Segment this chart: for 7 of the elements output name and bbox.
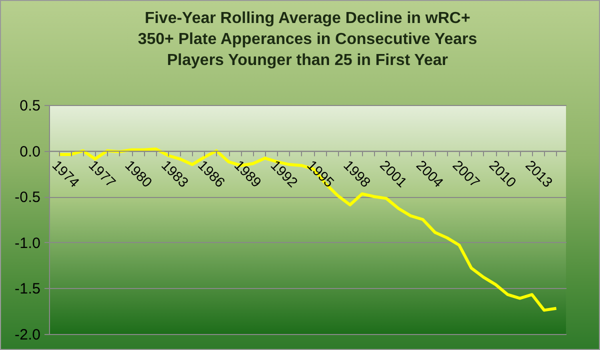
y-tick-label: -0.5 [14, 189, 40, 206]
chart-title: Five-Year Rolling Average Decline in wRC+ 350+ Plate Apperances in Consecutive Years Players Younger than 25 in First Year [138, 10, 478, 69]
y-tick-label: -2.0 [14, 326, 40, 344]
y-tick-label: 0.5 [20, 98, 40, 114]
y-tick-label: -1.5 [14, 280, 40, 298]
y-tick-label: 0.0 [20, 143, 40, 160]
y-tick-label: -1.0 [14, 234, 40, 252]
